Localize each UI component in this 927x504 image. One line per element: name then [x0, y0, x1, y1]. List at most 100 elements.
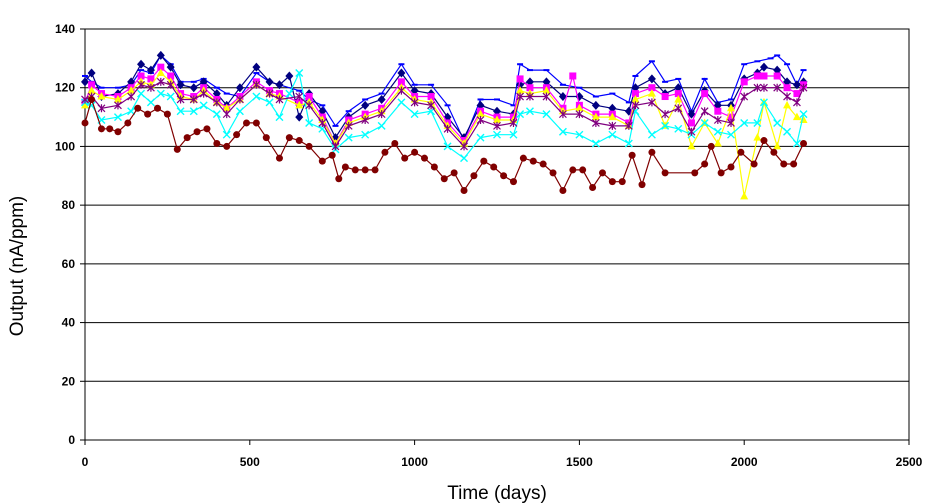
data-point [410, 98, 419, 107]
x-tick-label: 1000 [401, 455, 428, 469]
data-point [773, 72, 781, 80]
data-point [631, 90, 639, 98]
data-point [335, 175, 343, 183]
data-point [493, 106, 501, 116]
data-point [470, 172, 478, 180]
data-point [377, 94, 386, 104]
data-point [189, 95, 198, 104]
data-point [265, 77, 274, 87]
data-point [476, 100, 485, 110]
data-point [539, 160, 547, 168]
data-point [799, 83, 808, 92]
data-point [631, 101, 640, 110]
data-point [97, 125, 105, 133]
tick-labels: 0 20 40 60 80 100 120 140 0 500 1000 1500 2000 2500 [55, 22, 923, 469]
data-point [88, 95, 96, 103]
data-point [687, 141, 696, 150]
data-point [793, 98, 801, 107]
data-point [114, 128, 122, 136]
data-point [410, 86, 419, 96]
y-tick-label: 60 [62, 257, 76, 271]
data-point [460, 186, 468, 194]
data-point [631, 83, 640, 93]
data-point [146, 98, 155, 107]
data-point [569, 72, 577, 80]
data-point [783, 127, 792, 136]
data-point [549, 169, 557, 177]
data-point [687, 119, 695, 127]
data-point [235, 107, 244, 116]
y-tick-label: 100 [55, 139, 75, 153]
data-point [701, 90, 709, 98]
data-point [97, 92, 106, 100]
y-tick-label: 120 [55, 81, 75, 95]
data-point [127, 86, 136, 94]
data-point [691, 169, 699, 177]
plot-frame [84, 28, 910, 441]
data-point [618, 178, 626, 186]
series-6 [81, 95, 808, 194]
data-point [127, 92, 136, 101]
data-point [759, 62, 768, 72]
data-point [526, 84, 534, 92]
data-point [285, 89, 294, 98]
data-point [476, 133, 485, 142]
data-point [420, 154, 428, 162]
data-point [661, 110, 670, 119]
data-point [760, 72, 768, 80]
data-point [783, 100, 792, 109]
data-point [106, 125, 114, 133]
data-point [591, 112, 600, 121]
data-point [727, 118, 735, 127]
data-point [700, 118, 709, 127]
data-point [579, 166, 587, 174]
data-point [97, 104, 106, 113]
data-point [265, 98, 274, 107]
data-point [199, 89, 208, 98]
data-point [318, 118, 327, 127]
data-point [275, 95, 284, 104]
data-point [450, 169, 458, 177]
data-point [760, 83, 768, 92]
axes [80, 28, 910, 445]
data-point [144, 110, 152, 118]
data-point [740, 191, 749, 200]
data-point [598, 169, 606, 177]
data-point [252, 80, 261, 89]
data-point [740, 118, 749, 127]
data-point [608, 121, 617, 130]
data-point [305, 118, 314, 127]
data-point [328, 151, 336, 159]
data-point [81, 100, 89, 109]
data-point [493, 115, 501, 124]
data-point [770, 148, 778, 156]
data-point [427, 101, 436, 110]
data-point [295, 137, 303, 145]
y-tick-label: 40 [62, 316, 76, 330]
data-point [113, 94, 122, 103]
data-point [687, 109, 696, 119]
data-point [156, 68, 165, 77]
data-point [480, 157, 488, 165]
data-point [81, 77, 89, 87]
data-point [156, 50, 165, 60]
data-point [361, 130, 370, 139]
data-point [674, 83, 683, 93]
x-tick-label: 2000 [731, 455, 758, 469]
data-point [661, 169, 669, 177]
series-5 [81, 77, 808, 151]
data-point [727, 103, 736, 112]
data-point [701, 160, 709, 168]
data-point [800, 139, 808, 147]
data-point [113, 113, 122, 122]
data-point [233, 131, 241, 139]
data-point [127, 77, 136, 87]
data-point [176, 107, 185, 116]
data-point [222, 110, 231, 119]
data-point [490, 163, 498, 171]
data-point [166, 92, 175, 101]
data-point [792, 112, 801, 121]
data-point [624, 121, 633, 130]
data-point [500, 172, 508, 180]
